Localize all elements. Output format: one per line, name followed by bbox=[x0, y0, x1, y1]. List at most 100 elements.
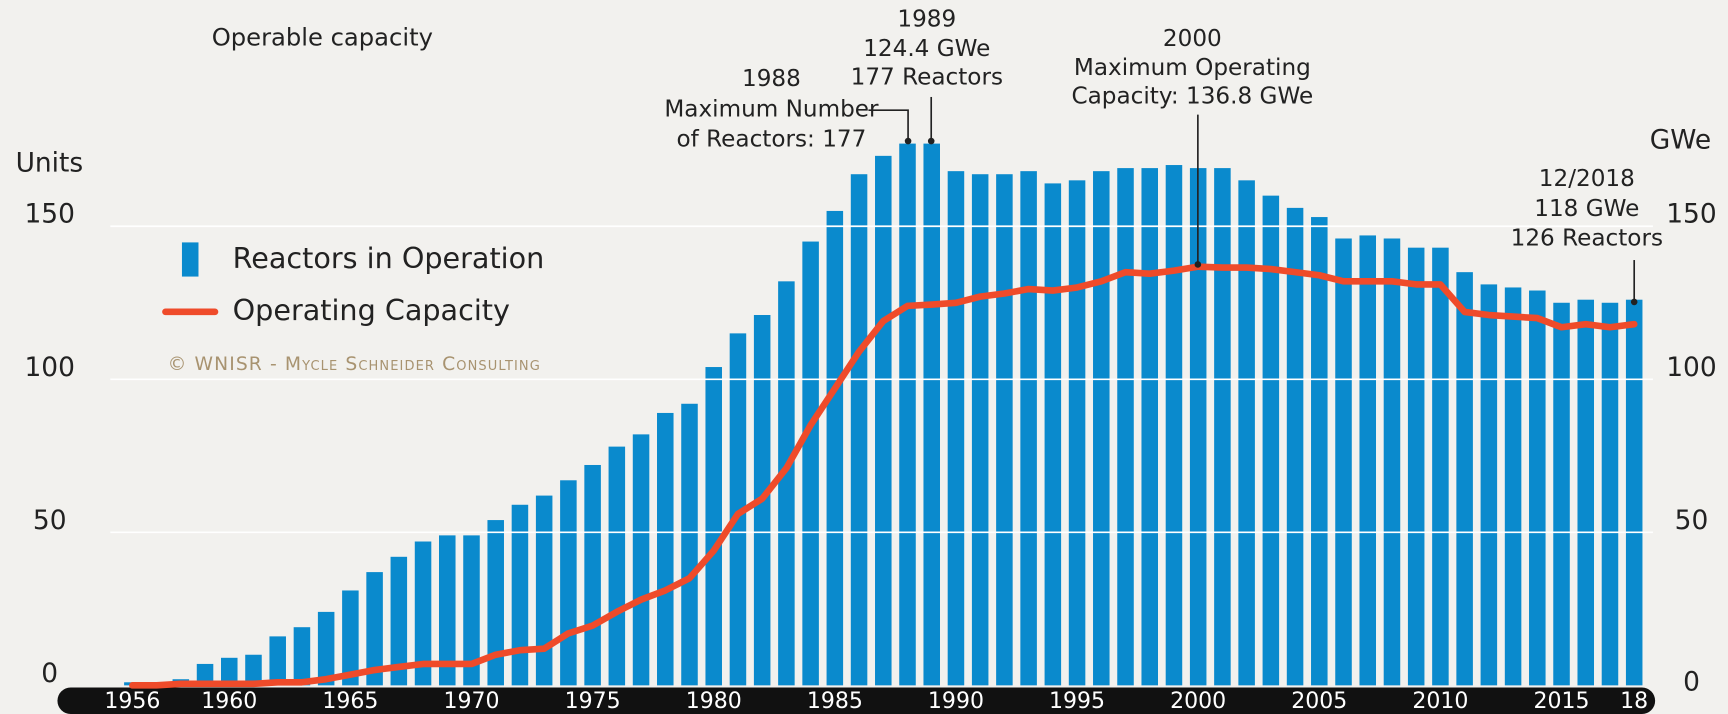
bar bbox=[899, 143, 916, 686]
bar bbox=[560, 480, 577, 686]
bar bbox=[1141, 168, 1158, 686]
bar bbox=[923, 143, 940, 686]
bar bbox=[778, 281, 795, 686]
bar bbox=[1165, 165, 1183, 686]
x-tick-label: 1965 bbox=[322, 689, 378, 714]
x-tick-label: 1975 bbox=[565, 689, 621, 714]
bar bbox=[1432, 247, 1449, 686]
x-tick-label: 2010 bbox=[1412, 689, 1468, 714]
annotation: 12/2018 bbox=[1539, 166, 1635, 192]
bar bbox=[1359, 235, 1377, 686]
x-tick-label: 1980 bbox=[686, 689, 742, 714]
bar bbox=[729, 333, 747, 686]
bar bbox=[996, 174, 1013, 686]
annotation: 2000 bbox=[1163, 26, 1222, 52]
bar bbox=[1456, 272, 1473, 686]
bar bbox=[826, 210, 844, 686]
bar bbox=[1504, 287, 1522, 686]
bar bbox=[1117, 168, 1134, 686]
annotation: 124.4 GWe bbox=[863, 36, 990, 62]
annotation-dot bbox=[904, 137, 912, 145]
y-tick-label: 50 bbox=[33, 505, 67, 536]
bar bbox=[414, 541, 432, 686]
bar bbox=[342, 590, 359, 686]
bar bbox=[1238, 180, 1255, 686]
bar bbox=[1407, 247, 1425, 686]
bar bbox=[317, 611, 335, 686]
watermark: © WNISR - Mycle Schneider Consulting bbox=[168, 354, 541, 375]
x-tick-label: 1960 bbox=[201, 689, 257, 714]
x-tick-label: 1970 bbox=[443, 689, 499, 714]
bar bbox=[632, 434, 650, 686]
bar bbox=[947, 171, 965, 686]
bar bbox=[1262, 195, 1280, 686]
line bbox=[129, 263, 1638, 689]
x-tick-label: 18 bbox=[1620, 689, 1648, 714]
bar bbox=[608, 446, 626, 686]
legend-label: Reactors in Operation bbox=[233, 241, 545, 275]
annotation: 118 GWe bbox=[1534, 196, 1639, 222]
x-tick-label: 2005 bbox=[1291, 689, 1347, 714]
bar bbox=[1214, 168, 1231, 686]
annotation-dot bbox=[1194, 261, 1202, 268]
y-tick-label: 100 bbox=[24, 352, 74, 383]
bar bbox=[875, 155, 892, 686]
bar bbox=[1020, 171, 1037, 686]
y-tick-label: 0 bbox=[41, 658, 58, 689]
bar bbox=[1093, 171, 1110, 686]
bar bbox=[196, 663, 214, 686]
bar bbox=[487, 520, 504, 686]
bar bbox=[1068, 180, 1086, 686]
legend-label: Operating Capacity bbox=[233, 293, 510, 327]
x-tick-label: 2015 bbox=[1534, 689, 1590, 714]
bar bbox=[1044, 183, 1062, 686]
annotation: 177 Reactors bbox=[851, 65, 1003, 91]
bar bbox=[1189, 168, 1207, 686]
bar bbox=[850, 174, 868, 686]
bar bbox=[1311, 217, 1328, 686]
y2-tick-label: 150 bbox=[1666, 199, 1716, 230]
bar bbox=[269, 636, 286, 686]
bar bbox=[390, 556, 408, 686]
annotation: 1988 bbox=[742, 66, 801, 92]
bar bbox=[535, 495, 553, 686]
bar bbox=[511, 504, 529, 686]
chart-title: Operable capacity bbox=[212, 23, 433, 52]
bar bbox=[802, 241, 819, 686]
x-tick-label: 1956 bbox=[104, 689, 160, 714]
y-tick-label: 150 bbox=[24, 199, 74, 230]
y2-axis-label: GWe bbox=[1650, 125, 1711, 156]
bar bbox=[1601, 302, 1619, 686]
bar bbox=[971, 174, 989, 686]
annotation-dot bbox=[1630, 298, 1638, 306]
annotation: of Reactors: 177 bbox=[677, 126, 867, 152]
bar bbox=[439, 535, 456, 686]
bar bbox=[1286, 207, 1304, 686]
bar bbox=[366, 572, 383, 686]
bar bbox=[463, 535, 480, 686]
annotation-leader bbox=[868, 109, 909, 142]
bar bbox=[681, 403, 698, 686]
x-tick-label: 1990 bbox=[928, 689, 984, 714]
bar bbox=[657, 412, 674, 686]
annotation: 1989 bbox=[897, 6, 956, 32]
x-axis-band bbox=[57, 687, 1656, 714]
y2-tick-label: 50 bbox=[1675, 505, 1709, 536]
bar bbox=[220, 657, 238, 686]
bar bbox=[1529, 290, 1546, 686]
y2-tick-label: 0 bbox=[1683, 667, 1700, 698]
annotation: 126 Reactors bbox=[1511, 226, 1663, 252]
x-tick-label: 2000 bbox=[1170, 689, 1226, 714]
bar bbox=[705, 367, 722, 686]
x-tick-label: 1985 bbox=[807, 689, 863, 714]
bar bbox=[245, 654, 262, 686]
bar bbox=[1335, 238, 1352, 686]
annotation: Maximum Operating bbox=[1074, 55, 1311, 81]
bar bbox=[1625, 299, 1643, 686]
legend-swatch-bar bbox=[181, 242, 199, 277]
x-tick-label: 1995 bbox=[1049, 689, 1105, 714]
bar bbox=[1480, 284, 1498, 686]
annotation: Maximum Number bbox=[664, 97, 879, 123]
bar bbox=[293, 627, 311, 686]
